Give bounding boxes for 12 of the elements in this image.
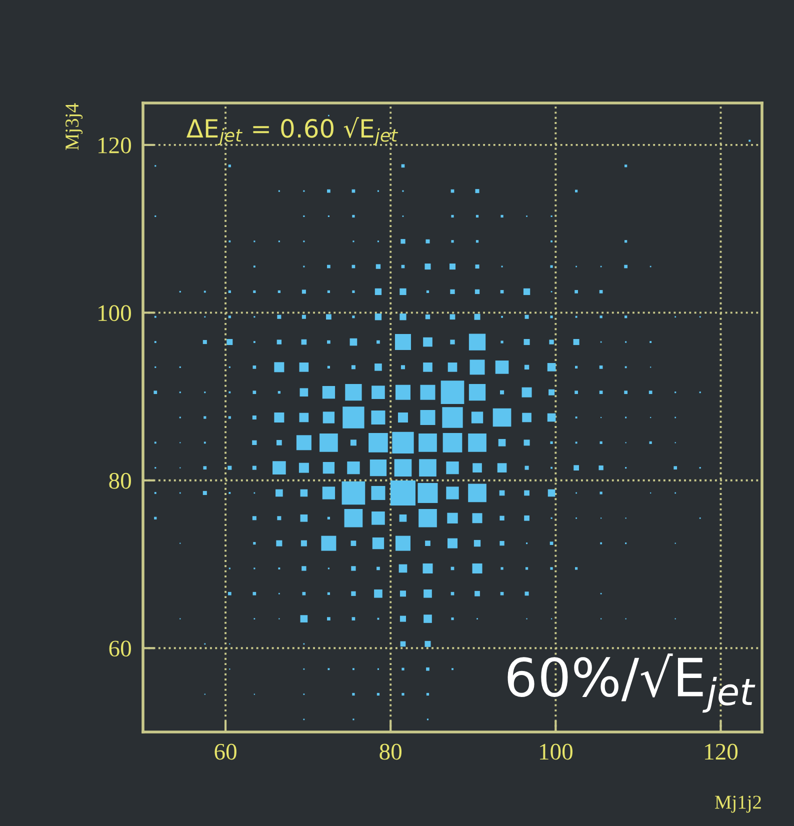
y-tick-label: 80 [109, 472, 131, 489]
x-tick-label: 120 [705, 744, 738, 760]
x-tick-label: 100 [540, 744, 572, 760]
x-axis-title: Mj1j2 [715, 796, 761, 813]
x-tick-label: 80 [380, 744, 402, 760]
x-tick-label: 60 [214, 744, 236, 760]
y-tick-label: 120 [98, 137, 131, 154]
y-axis-title: Mj3j4 [66, 103, 83, 150]
annotation: 60%/√E$_{jet}$ [508, 653, 756, 713]
annotation: ΔE$_{jet}$ = 0.60 √E$_{jet}$ [186, 117, 398, 146]
y-tick-label: 100 [98, 305, 131, 322]
y-tick-label: 60 [109, 640, 131, 657]
